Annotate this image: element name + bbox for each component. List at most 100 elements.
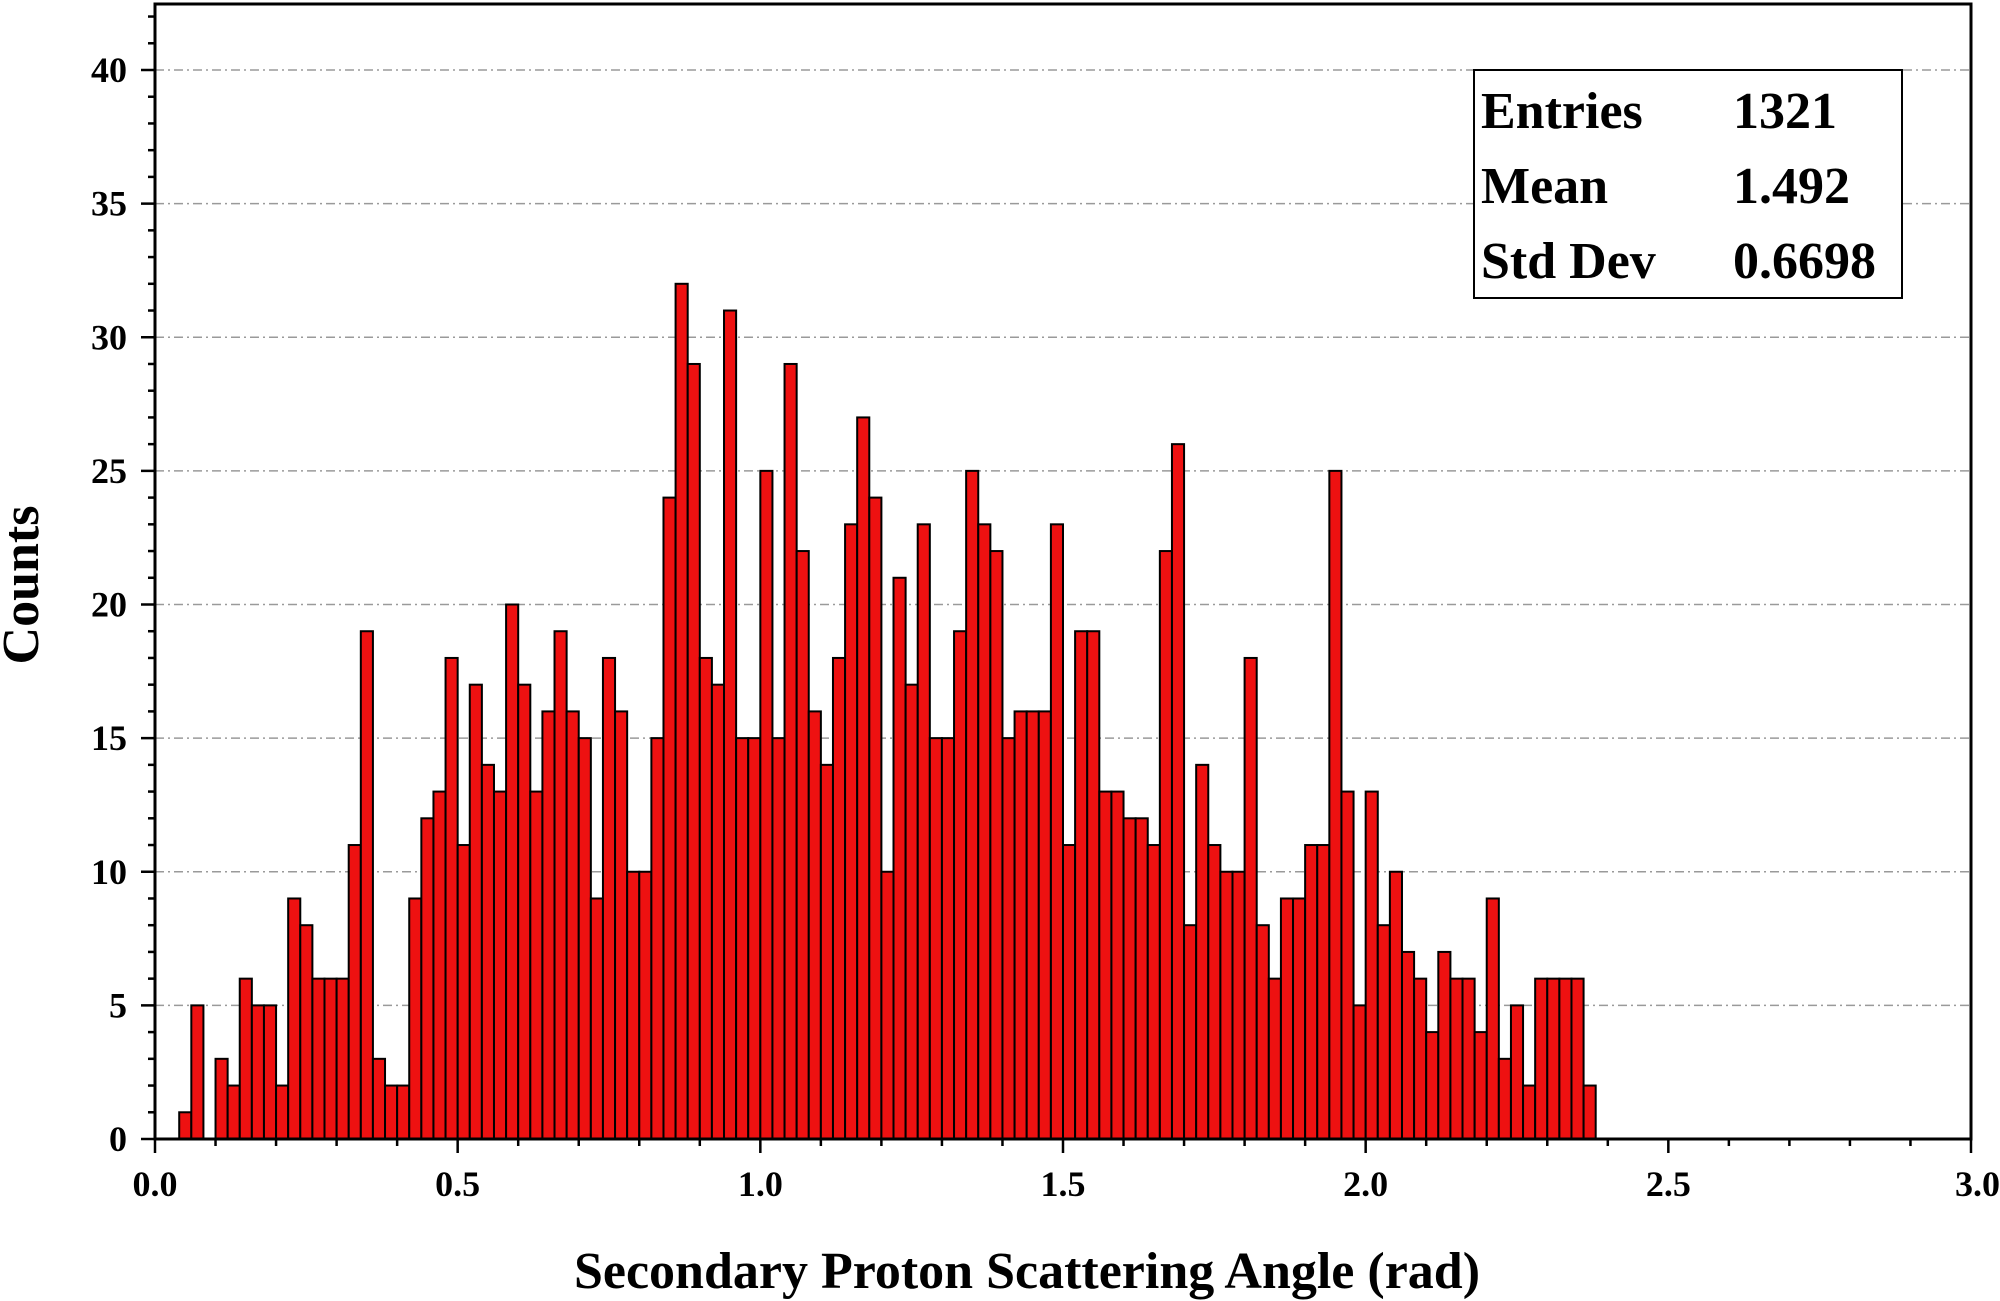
bar-51 — [795, 550, 810, 1140]
bar-1 — [190, 1004, 205, 1140]
bar-11 — [311, 977, 326, 1141]
bar-86 — [1219, 870, 1234, 1140]
bar-7 — [262, 1004, 278, 1140]
bar-91 — [1279, 897, 1295, 1140]
bar-99 — [1376, 924, 1391, 1141]
bar-97 — [1352, 1004, 1367, 1140]
y-tick-label-10: 10 — [91, 852, 127, 892]
bar-56 — [856, 416, 871, 1140]
bar-13 — [335, 977, 350, 1141]
bar-61 — [916, 523, 931, 1140]
bar-111 — [1522, 1084, 1537, 1141]
x-tick-label-2.5: 2.5 — [1646, 1164, 1691, 1204]
bar-49 — [771, 737, 786, 1140]
bar-76 — [1098, 790, 1113, 1140]
x-axis-title: Secondary Proton Scattering Angle (rad) — [574, 1243, 1480, 1300]
stats-entries-value: 1321 — [1733, 83, 1837, 140]
bar-100 — [1388, 870, 1403, 1140]
bar-90 — [1267, 977, 1282, 1141]
bar-77 — [1110, 790, 1125, 1140]
bar-31 — [553, 630, 568, 1140]
bar-96 — [1340, 790, 1355, 1140]
bar-95 — [1328, 469, 1343, 1140]
bar-87 — [1231, 870, 1246, 1140]
bar-84 — [1195, 763, 1210, 1140]
bar-93 — [1304, 844, 1319, 1141]
bar-94 — [1316, 844, 1331, 1141]
x-tick-label-0.0: 0.0 — [133, 1164, 178, 1204]
y-tick-label-20: 20 — [91, 585, 127, 625]
bar-62 — [928, 737, 943, 1140]
bar-28 — [517, 683, 532, 1140]
bar-67 — [989, 550, 1004, 1140]
bar-54 — [831, 656, 847, 1140]
stats-stddev-value: 0.6698 — [1733, 233, 1876, 290]
bar-57 — [868, 496, 883, 1141]
bar-8 — [275, 1084, 290, 1141]
bar-85 — [1207, 844, 1222, 1141]
bar-74 — [1074, 630, 1089, 1140]
bar-60 — [904, 683, 919, 1140]
bar-69 — [1013, 710, 1028, 1141]
bar-70 — [1025, 710, 1040, 1141]
tick-marks — [141, 15, 1973, 1153]
bar-103 — [1425, 1031, 1440, 1140]
bar-105 — [1449, 977, 1464, 1141]
bar-78 — [1122, 817, 1137, 1140]
bar-63 — [940, 737, 956, 1140]
bar-64 — [953, 630, 968, 1140]
bar-65 — [965, 469, 980, 1140]
bar-20 — [420, 817, 435, 1140]
bar-106 — [1461, 977, 1476, 1141]
bar-42 — [686, 362, 701, 1141]
bar-36 — [614, 710, 629, 1141]
bar-44 — [710, 683, 726, 1140]
bar-102 — [1413, 977, 1428, 1141]
bar-12 — [323, 977, 338, 1141]
bar-10 — [299, 924, 314, 1141]
bar-27 — [505, 603, 520, 1140]
bar-30 — [541, 710, 556, 1141]
bar-26 — [492, 790, 508, 1140]
y-axis-title: Counts — [0, 506, 50, 665]
bar-17 — [384, 1084, 399, 1141]
bar-68 — [1001, 737, 1016, 1140]
tick-labels: 0 5 10 15 20 25 30 35 40 0.0 0.5 1.0 1.5 2.0 2.5 3.0 — [91, 50, 2000, 1204]
bar-112 — [1534, 977, 1549, 1141]
bar-114 — [1558, 977, 1573, 1141]
bar-18 — [396, 1084, 411, 1141]
stats-box-frame — [1473, 69, 1903, 299]
bar-32 — [565, 710, 580, 1141]
stats-stddev-label: Std Dev — [1481, 233, 1656, 290]
bar-14 — [347, 844, 362, 1141]
y-tick-label-5: 5 — [109, 985, 127, 1025]
bar-37 — [626, 870, 641, 1140]
bar-3 — [214, 1057, 229, 1140]
bar-55 — [844, 523, 859, 1140]
bar-41 — [674, 282, 689, 1140]
bar-4 — [226, 1084, 241, 1141]
bar-92 — [1292, 897, 1307, 1140]
bar-52 — [807, 710, 822, 1141]
bar-25 — [480, 763, 495, 1140]
bar-50 — [783, 362, 798, 1141]
stats-box: Entries 1321 Mean 1.492 Std Dev 0.6698 — [1473, 69, 1903, 299]
bar-108 — [1485, 897, 1500, 1140]
bar-45 — [723, 309, 738, 1140]
bar-6 — [250, 1004, 265, 1140]
bar-33 — [577, 737, 592, 1140]
stats-entries-label: Entries — [1481, 83, 1643, 140]
stats-mean-value: 1.492 — [1733, 158, 1850, 215]
x-tick-label-2.0: 2.0 — [1343, 1164, 1388, 1204]
bar-101 — [1400, 950, 1416, 1140]
stats-mean-label: Mean — [1481, 158, 1608, 215]
bar-19 — [408, 897, 423, 1140]
bar-75 — [1086, 630, 1101, 1140]
bar-82 — [1170, 443, 1186, 1140]
bar-66 — [977, 523, 992, 1140]
bar-116 — [1582, 1084, 1597, 1141]
x-tick-label-1.5: 1.5 — [1041, 1164, 1086, 1204]
bar-23 — [456, 844, 471, 1141]
y-tick-label-35: 35 — [91, 184, 127, 224]
